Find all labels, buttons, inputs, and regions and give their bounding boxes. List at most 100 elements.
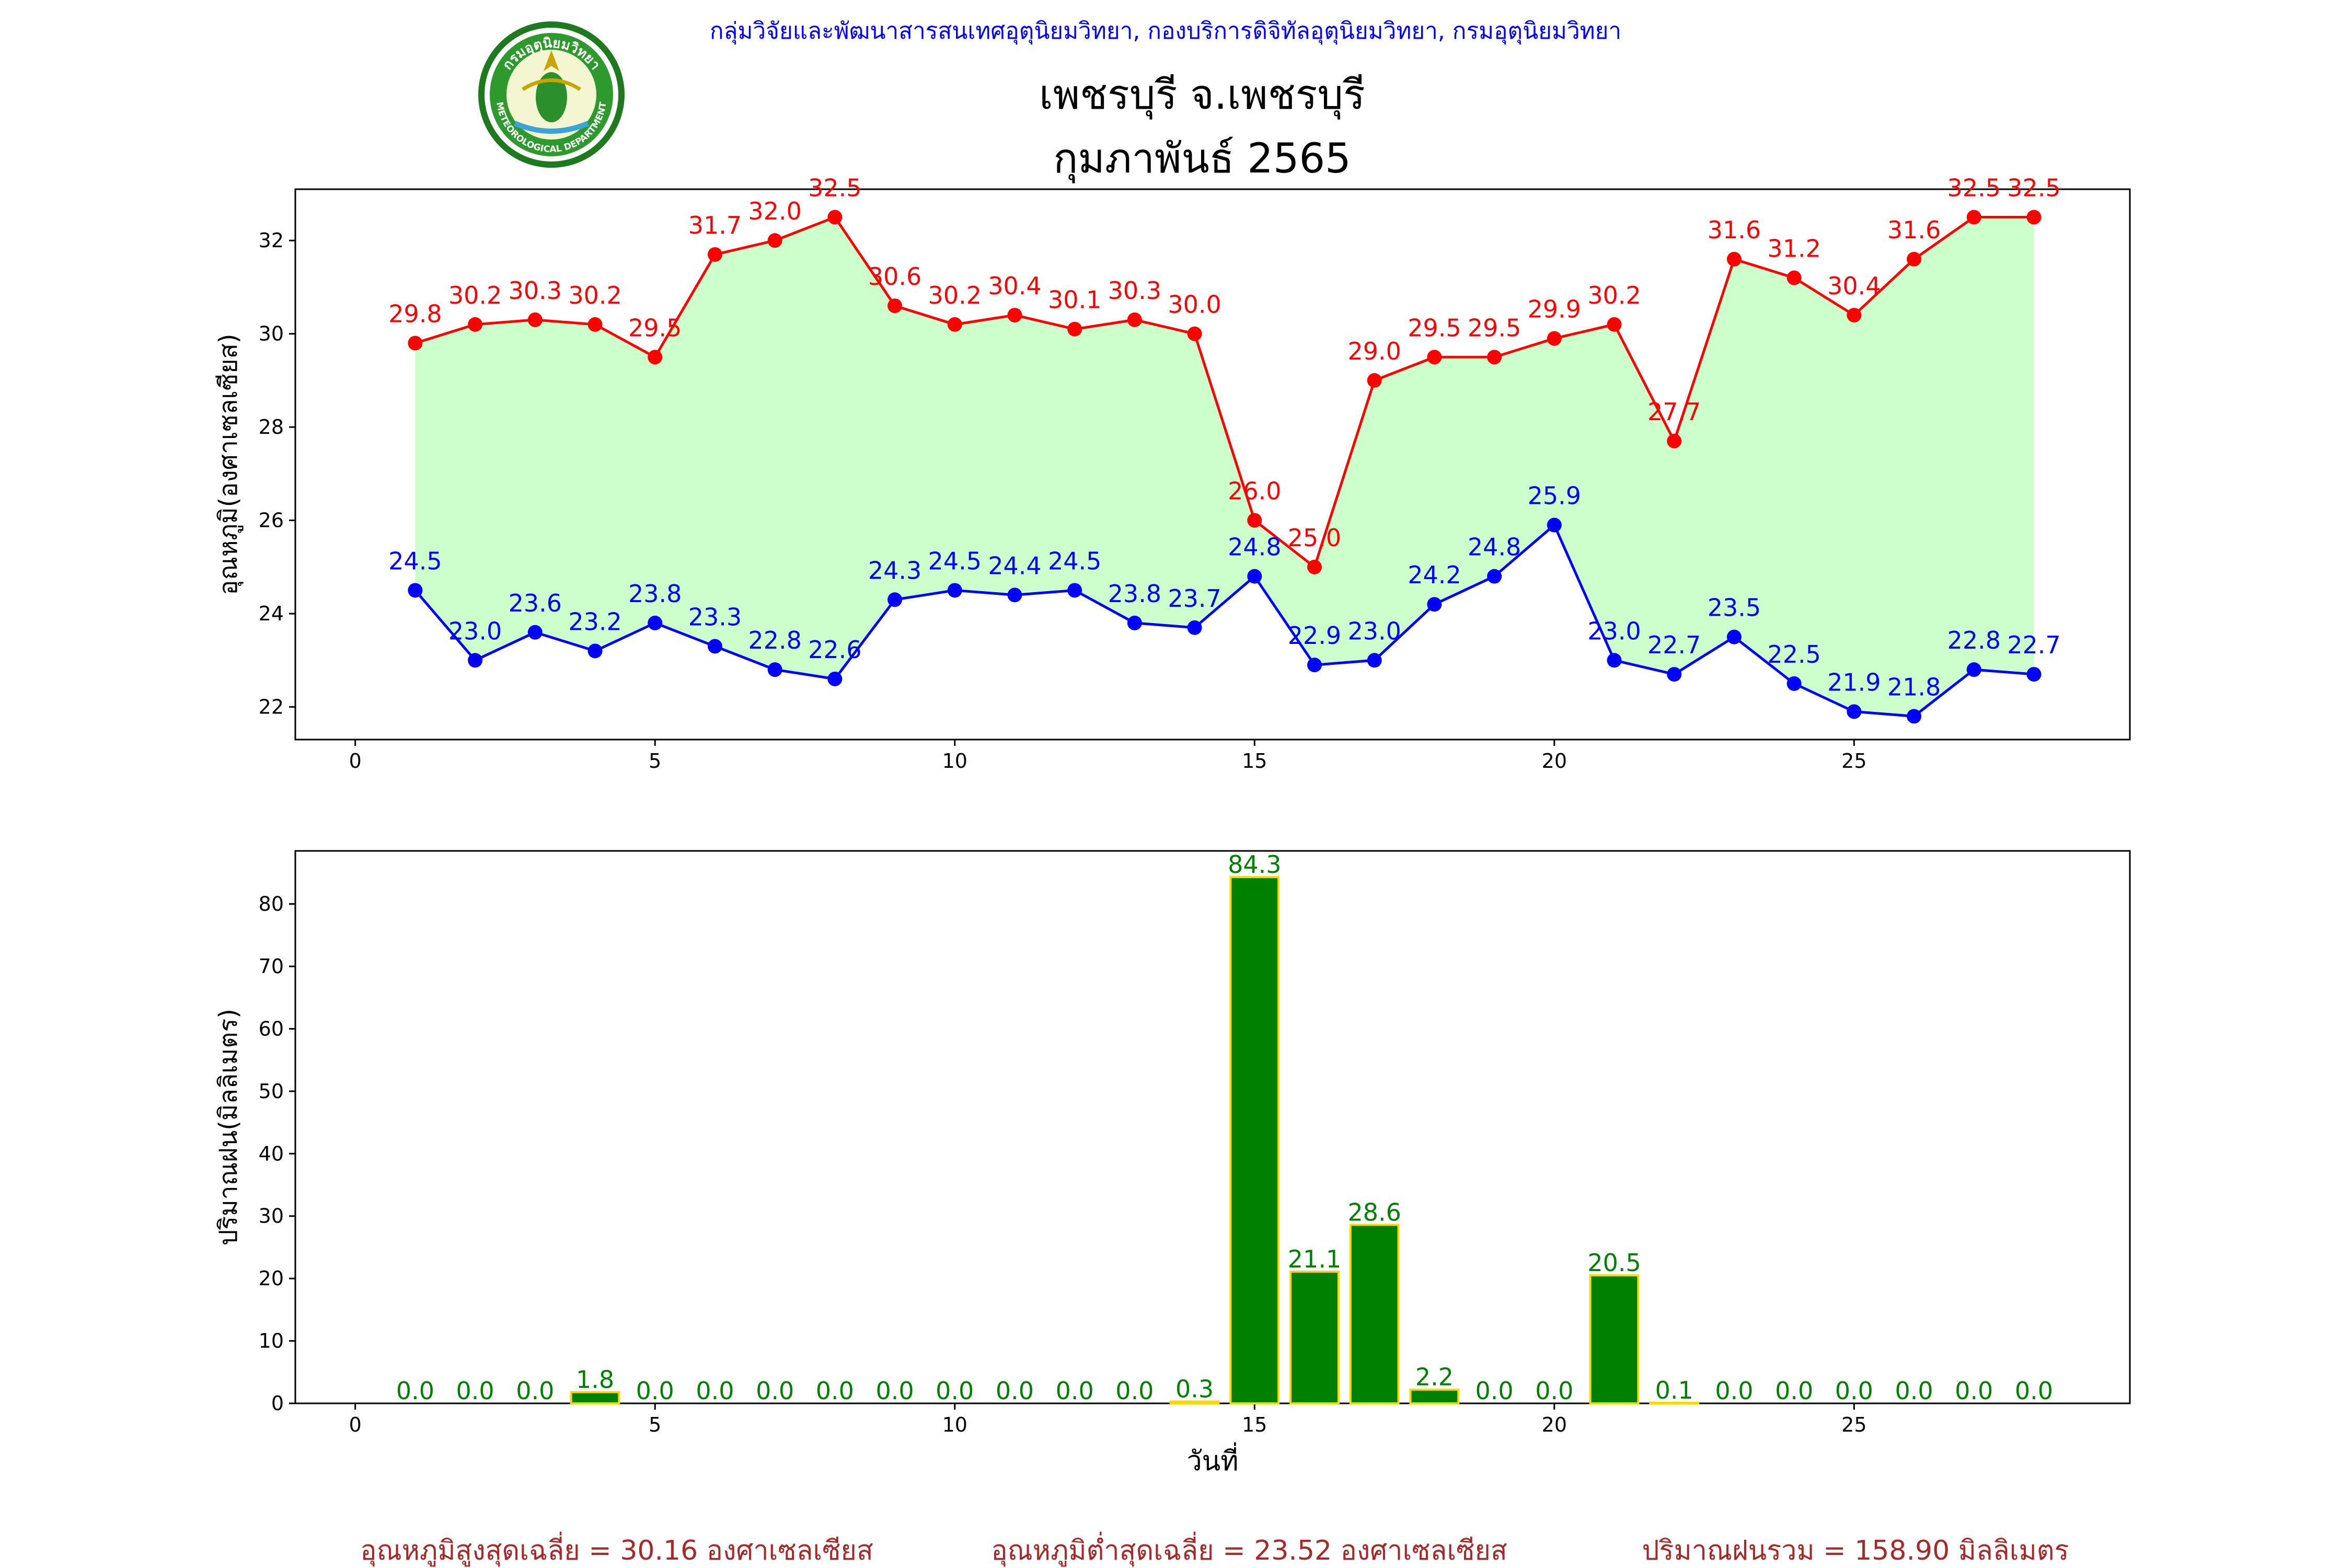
min-temp-data-label: 23.6 [509, 589, 562, 617]
min-temp-data-label: 22.6 [808, 636, 861, 664]
min-temp-data-label: 24.2 [1408, 561, 1461, 589]
y-tick-label: 20 [259, 1267, 284, 1290]
max-temp-point [1187, 326, 1202, 341]
min-temp-point [1547, 517, 1562, 533]
y-tick-label: 0 [271, 1392, 284, 1415]
x-tick-label: 10 [942, 1413, 967, 1436]
min-temp-data-label: 22.8 [748, 626, 801, 654]
y-tick-label: 70 [259, 955, 284, 978]
y-axis-label: ปริมาณฝน(มิลลิเมตร) [214, 1009, 243, 1246]
max-temp-data-label: 30.2 [928, 281, 982, 309]
max-temp-data-label: 30.3 [509, 276, 562, 305]
max-temp-data-label: 32.5 [1947, 174, 2001, 202]
min-temp-point [1847, 704, 1862, 719]
min-temp-point [1127, 615, 1142, 630]
max-temp-point [1966, 210, 1981, 225]
max-temp-data-label: 32.5 [808, 174, 861, 202]
min-temp-data-label: 24.4 [988, 551, 1041, 580]
max-temp-data-label: 31.2 [1767, 235, 1820, 263]
max-temp-point [408, 336, 423, 351]
max-temp-point [1127, 312, 1142, 327]
plot-frame [294, 188, 2131, 741]
period-title: กุมภาพันธ์ 2565 [1053, 135, 1351, 183]
max-temp-point [527, 312, 543, 327]
rain-data-label: 0.0 [456, 1377, 494, 1405]
rain-data-label: 0.0 [936, 1377, 974, 1405]
rain-data-label: 2.2 [1415, 1363, 1454, 1391]
max-temp-data-label: 30.0 [1168, 291, 1221, 319]
rain-data-label: 0.3 [1175, 1375, 1214, 1403]
max-temp-point [1487, 350, 1502, 365]
rain-data-label: 20.5 [1587, 1249, 1641, 1277]
rain-data-label: 0.0 [756, 1377, 794, 1405]
min-temp-point [947, 583, 962, 598]
max-temp-point [827, 210, 843, 225]
min-temp-point [1307, 658, 1322, 673]
rain-bar [1409, 1388, 1460, 1405]
rain-data-label: 0.0 [1775, 1377, 1813, 1405]
min-temp-point [1187, 620, 1202, 635]
rain-data-label: 0.0 [1895, 1377, 1933, 1405]
rain-data-label: 0.0 [996, 1377, 1034, 1405]
x-tick-label: 15 [1242, 750, 1267, 773]
y-tick-label: 30 [259, 322, 284, 345]
rain-bar [570, 1391, 620, 1405]
rain-data-label: 21.1 [1288, 1245, 1341, 1273]
max-temp-point [1367, 373, 1382, 388]
max-temp-data-label: 25.0 [1288, 524, 1341, 552]
rain-data-label: 0.0 [2015, 1377, 2053, 1405]
x-tick-label: 5 [649, 750, 661, 773]
y-tick-label: 10 [259, 1330, 284, 1353]
temperature-range-fill [415, 217, 2034, 717]
max-temp-point [887, 298, 903, 314]
footer-total-rain: ปริมาณฝนรวม = 158.90 มิลลิเมตร [1642, 1535, 2069, 1566]
max-temp-point [1427, 350, 1442, 365]
min-temp-point [1427, 597, 1442, 612]
min-temp-data-label: 23.7 [1168, 584, 1221, 613]
max-temp-point [587, 317, 603, 332]
min-temp-point [1907, 709, 1922, 724]
y-tick-label: 22 [259, 696, 284, 719]
x-tick-label: 5 [649, 1413, 661, 1436]
rain-data-label: 0.0 [1056, 1377, 1094, 1405]
min-temp-point [1067, 583, 1082, 598]
min-temp-data-label: 23.8 [628, 580, 682, 608]
min-temp-point [767, 662, 782, 677]
min-temp-point [527, 625, 543, 640]
min-temp-data-label: 21.9 [1827, 668, 1881, 696]
min-temp-data-label: 22.7 [1647, 631, 1701, 659]
rain-data-label: 0.0 [1535, 1377, 1573, 1405]
min-temp-data-label: 23.2 [568, 607, 621, 636]
rain-data-label: 0.0 [875, 1377, 914, 1405]
y-axis-label: อุณหภูมิ(องศาเซลเซียส) [214, 333, 244, 595]
x-tick-label: 25 [1841, 1413, 1866, 1436]
max-temp-point [1726, 251, 1742, 267]
max-temp-data-label: 32.5 [2007, 174, 2060, 202]
rain-data-label: 0.0 [1475, 1377, 1514, 1405]
max-temp-data-label: 26.0 [1228, 477, 1281, 505]
min-temp-point [1726, 629, 1742, 644]
min-temp-point [1487, 569, 1502, 584]
max-temp-point [1907, 251, 1922, 267]
station-title: เพชรบุรี จ.เพชรบุรี [1039, 72, 1365, 120]
max-temp-data-label: 31.6 [1887, 216, 1941, 244]
footer-avg-max: อุณหภูมิสูงสุดเฉลี่ย = 30.16 องศาเซลเซีย… [360, 1531, 873, 1567]
max-temp-point [1307, 559, 1322, 574]
rain-data-label: 0.0 [516, 1377, 554, 1405]
max-temp-data-label: 30.2 [1587, 281, 1641, 309]
rain-data-label: 0.0 [396, 1377, 434, 1405]
max-temp-point [1007, 307, 1022, 322]
max-temp-data-label: 29.5 [1408, 314, 1461, 342]
max-temp-data-label: 30.4 [1827, 272, 1881, 300]
rain-bar [1589, 1274, 1640, 1405]
min-temp-point [887, 592, 903, 607]
min-temp-point [648, 615, 663, 630]
min-temp-line [414, 523, 2034, 718]
max-temp-data-label: 30.4 [988, 272, 1041, 300]
max-temp-point [1247, 513, 1262, 528]
min-temp-point [468, 653, 483, 668]
max-temp-data-label: 29.5 [1468, 314, 1521, 342]
min-temp-data-label: 24.3 [868, 556, 921, 584]
y-tick-label: 28 [259, 416, 284, 439]
max-temp-point [767, 233, 782, 248]
